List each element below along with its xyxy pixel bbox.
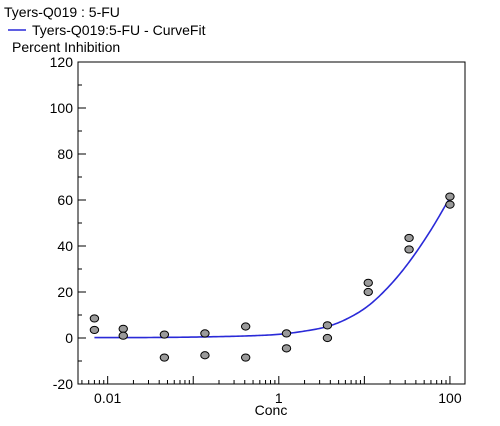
legend-label: Tyers-Q019:5-FU - CurveFit <box>32 22 206 38</box>
data-point <box>200 351 210 360</box>
fit-curve <box>94 197 451 339</box>
data-point <box>118 331 128 340</box>
y-tick-label: 40 <box>57 238 73 254</box>
data-point <box>89 314 100 323</box>
data-point <box>404 233 414 243</box>
y-tick-label: -20 <box>53 376 73 392</box>
y-tick-label: 20 <box>57 284 73 300</box>
x-tick-label: 1 <box>275 390 283 406</box>
plot-frame <box>77 61 466 385</box>
y-tick-label: 120 <box>50 54 74 70</box>
data-points <box>89 192 455 362</box>
x-tick-label: 0.01 <box>94 390 121 406</box>
y-axis-label: Percent Inhibition <box>12 39 120 55</box>
x-tick-label: 100 <box>438 390 462 406</box>
y-axis-ticks: -20 0 20 40 60 80 100 120 <box>50 54 86 392</box>
data-point <box>89 325 100 335</box>
data-point <box>322 333 333 343</box>
data-point <box>281 344 292 353</box>
data-point <box>445 200 455 209</box>
y-tick-label: 0 <box>65 330 73 346</box>
data-point <box>159 330 170 339</box>
x-axis-label: Conc <box>255 402 288 418</box>
y-tick-label: 60 <box>57 192 73 208</box>
data-point <box>363 278 373 287</box>
data-point <box>363 287 373 297</box>
data-point <box>118 324 128 333</box>
data-point <box>322 321 333 330</box>
data-point <box>240 322 251 331</box>
data-point <box>445 192 455 201</box>
y-tick-label: 80 <box>57 146 73 162</box>
chart-title: Tyers-Q019 : 5-FU <box>4 4 120 20</box>
data-point <box>200 329 210 338</box>
data-point <box>159 353 170 362</box>
y-tick-label: 100 <box>50 100 74 116</box>
x-axis-ticks: 0.01 1 100 <box>81 376 462 406</box>
data-point <box>404 245 414 254</box>
data-point <box>240 353 251 362</box>
data-point <box>281 329 292 338</box>
